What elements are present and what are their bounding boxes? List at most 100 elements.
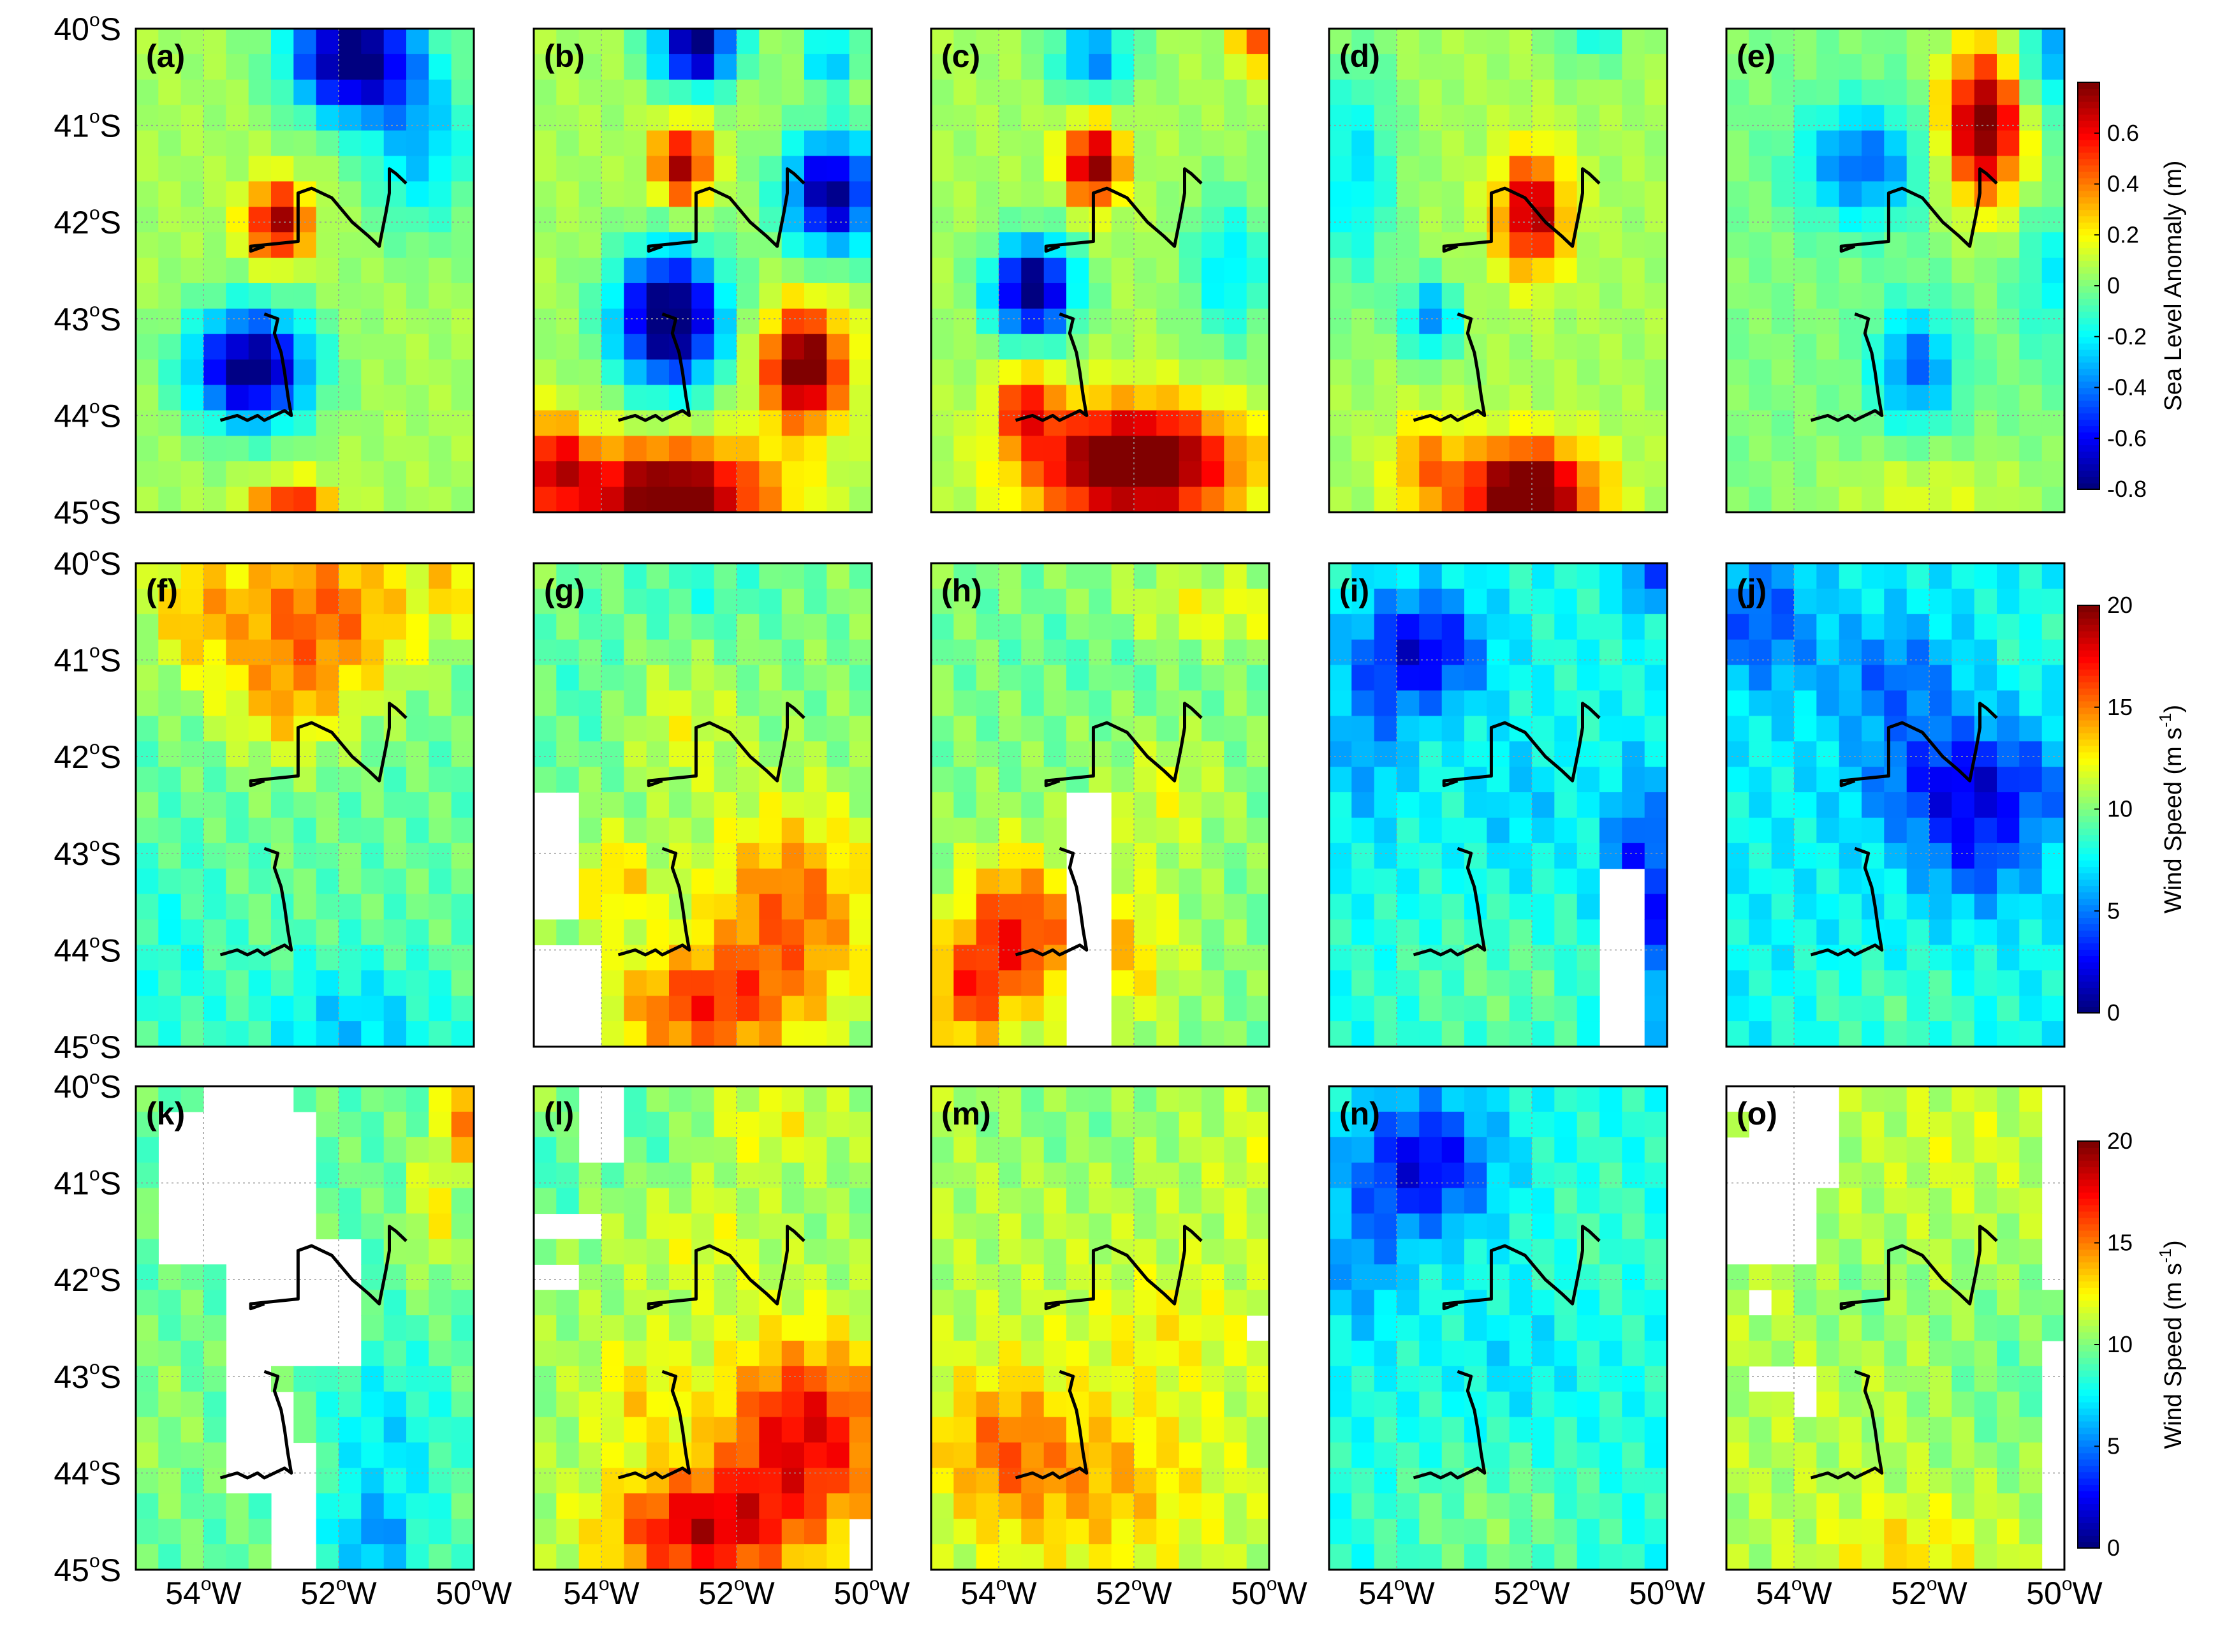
heatmap-cell	[136, 945, 159, 971]
panel-frame	[1328, 562, 1668, 1048]
heatmap-cell	[1929, 690, 1952, 716]
heatmap-cell	[1726, 1417, 1749, 1443]
heatmap-cell	[1974, 1315, 1997, 1341]
heatmap-cell	[827, 792, 850, 818]
heatmap-cell	[1997, 461, 2020, 487]
heatmap-cell	[316, 54, 339, 80]
heatmap-cell	[1839, 1111, 1862, 1138]
heatmap-cell	[1329, 767, 1352, 793]
heatmap-cell	[1839, 1264, 1862, 1290]
heatmap-cell	[1997, 843, 2020, 869]
heatmap-cell	[1794, 1442, 1817, 1468]
heatmap-cell	[1441, 156, 1465, 182]
panel-label: (o)	[1737, 1096, 1777, 1132]
heatmap-cell	[953, 665, 977, 691]
heatmap-cell	[953, 105, 977, 131]
heatmap-cell	[1726, 1111, 1749, 1138]
heatmap-cell	[1554, 945, 1578, 971]
heatmap-cell	[1156, 843, 1180, 869]
heatmap-cell	[1021, 767, 1045, 793]
heatmap-cell	[1156, 1493, 1180, 1519]
heatmap-cell	[180, 1493, 204, 1519]
heatmap-cell	[406, 1213, 429, 1239]
colorbar-swatch	[2078, 1452, 2099, 1460]
heatmap-cell	[691, 1493, 715, 1519]
heatmap-cell	[1066, 79, 1089, 106]
heatmap-cell	[1906, 1188, 1930, 1214]
heatmap-cell	[624, 1340, 647, 1367]
heatmap-cell	[804, 1340, 827, 1367]
heatmap-cell	[316, 258, 339, 284]
heatmap-cell	[1351, 1493, 1375, 1519]
heatmap-cell	[827, 1468, 850, 1494]
heatmap-cell	[1043, 1162, 1067, 1189]
colorbar-swatch	[2078, 637, 2099, 644]
heatmap-cell	[406, 308, 429, 335]
heatmap-cell	[1397, 690, 1420, 716]
heatmap-cell	[1974, 843, 1997, 869]
heatmap-cell	[556, 232, 580, 258]
heatmap-cell	[1839, 1162, 1862, 1189]
heatmap-cell	[1043, 1239, 1067, 1265]
heatmap-cell	[1419, 105, 1443, 131]
heatmap-cell	[1397, 945, 1420, 971]
heatmap-cell	[1599, 614, 1622, 640]
heatmap-cell	[1532, 716, 1555, 742]
heatmap-cell	[601, 1239, 624, 1265]
heatmap-cell	[759, 563, 783, 589]
panel-frame	[1725, 1085, 2066, 1571]
y-tick-label-deg: 45	[54, 1552, 89, 1588]
heatmap-cell	[406, 919, 429, 945]
heatmap-cell	[1929, 105, 1952, 131]
heatmap-cell	[534, 79, 557, 106]
heatmap-cell	[931, 868, 954, 895]
heatmap-cell	[1974, 359, 1997, 386]
heatmap-cell	[1329, 588, 1352, 615]
heatmap-cell	[429, 919, 452, 945]
heatmap-cell	[293, 563, 317, 589]
heatmap-cell	[1997, 767, 2020, 793]
heatmap-cell	[383, 919, 407, 945]
heatmap-cell	[931, 690, 954, 716]
heatmap-cell	[2041, 970, 2065, 996]
heatmap-cell	[1111, 1340, 1135, 1367]
colorbar-swatch	[2078, 1401, 2099, 1409]
heatmap-cell	[1202, 1315, 1224, 1341]
heatmap-cell	[1441, 1213, 1465, 1239]
heatmap-cell	[804, 359, 827, 386]
heatmap-cell	[1224, 207, 1247, 233]
heatmap-cell	[1134, 232, 1157, 258]
heatmap-cell	[646, 54, 670, 80]
heatmap-cell	[1997, 1239, 2020, 1265]
heatmap-cell	[339, 868, 362, 895]
heatmap-cell	[1884, 1315, 1908, 1341]
heatmap-cell	[556, 334, 580, 360]
heatmap-cell	[953, 207, 977, 233]
heatmap-cell	[556, 690, 580, 716]
heatmap-cell	[429, 690, 452, 716]
heatmap-cell	[714, 385, 737, 411]
heatmap-cell	[1839, 741, 1862, 767]
heatmap-cell	[601, 1315, 624, 1341]
heatmap-cell	[714, 308, 737, 335]
heatmap-cell	[781, 79, 805, 106]
heatmap-cell	[1952, 181, 1975, 207]
heatmap-cell	[406, 1391, 429, 1418]
heatmap-cell	[737, 665, 760, 691]
colorbar-label-sup: -1	[2156, 713, 2175, 728]
heatmap-cell	[203, 385, 226, 411]
heatmap-cell	[226, 487, 249, 513]
heatmap-cell	[1726, 1264, 1749, 1290]
heatmap-cell	[669, 1086, 692, 1112]
heatmap-cell	[931, 54, 954, 80]
heatmap-cell	[849, 1264, 872, 1290]
heatmap-cell	[1021, 665, 1045, 691]
heatmap-cell	[849, 716, 872, 742]
colorbar-swatch	[2078, 349, 2099, 357]
heatmap-cell	[1532, 1086, 1555, 1112]
heatmap-cell	[1419, 1162, 1443, 1189]
y-tick-label-deg: 45	[54, 1029, 89, 1065]
heatmap-cell	[804, 868, 827, 895]
heatmap-cell	[1771, 1468, 1795, 1494]
heatmap-cell	[293, 79, 317, 106]
